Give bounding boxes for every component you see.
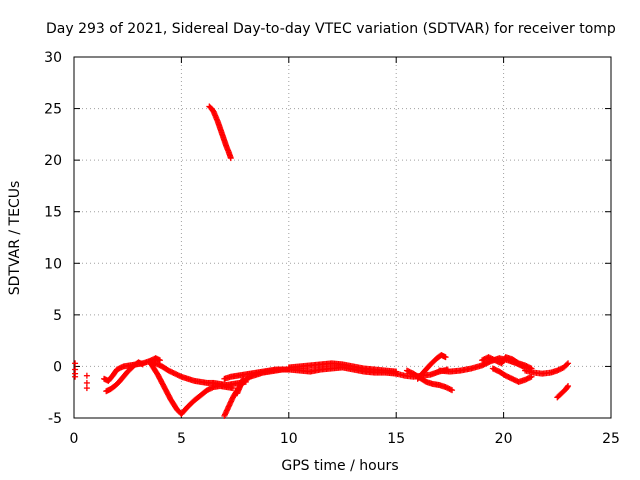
data-point <box>563 361 570 368</box>
data-series <box>206 103 234 162</box>
data-point <box>564 384 571 391</box>
data-series <box>285 360 400 375</box>
x-tick-label: 15 <box>387 431 405 447</box>
data-series <box>221 366 292 382</box>
y-tick-label: 5 <box>53 308 62 324</box>
data-series <box>489 365 535 385</box>
x-tick-label: 20 <box>495 431 513 447</box>
data-point <box>565 383 572 390</box>
data-series <box>554 383 572 401</box>
x-tick-label: 0 <box>70 431 79 447</box>
data-series <box>148 361 185 417</box>
x-tick-label: 25 <box>602 431 620 447</box>
data-point <box>528 373 535 380</box>
plot-frame <box>73 56 612 419</box>
data-series <box>146 358 249 388</box>
x-tick-label: 10 <box>280 431 298 447</box>
data-series <box>522 360 572 377</box>
y-tick-label: 30 <box>44 50 62 66</box>
x-axis-title: GPS time / hours <box>281 458 398 474</box>
data-point <box>83 385 90 392</box>
y-tick-label: 25 <box>44 102 62 118</box>
y-tick-label: 0 <box>53 359 62 375</box>
x-tick-label: 5 <box>177 431 186 447</box>
axis-ticks: 0 5 10 15 20 25 -5 0 5 10 15 20 25 30 <box>44 50 620 447</box>
data-point <box>528 365 535 372</box>
y-axis-title: SDTVAR / TECUs <box>7 181 23 296</box>
data-series <box>72 360 90 392</box>
data-point <box>83 372 90 379</box>
data-series <box>403 367 456 394</box>
data-series <box>479 354 535 372</box>
data-point <box>442 354 449 361</box>
y-tick-label: 20 <box>44 153 62 169</box>
data-point <box>449 387 456 394</box>
y-tick-label: 15 <box>44 205 62 221</box>
data-series <box>103 359 146 395</box>
data-point <box>229 385 236 392</box>
data-point <box>565 360 572 367</box>
data-point <box>83 379 90 386</box>
y-tick-label: 10 <box>44 256 62 272</box>
chart-title: Day 293 of 2021, Sidereal Day-to-day VTE… <box>46 21 616 37</box>
data-point <box>139 361 146 368</box>
data-points <box>72 103 572 419</box>
data-series <box>178 383 236 417</box>
data-point <box>72 373 79 380</box>
data-point <box>227 155 234 162</box>
data-series <box>414 352 449 382</box>
data-point <box>72 360 79 367</box>
y-tick-label: -5 <box>48 411 62 427</box>
